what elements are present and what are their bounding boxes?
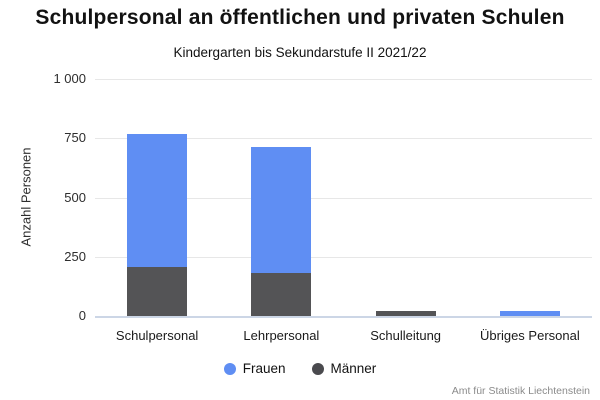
source-credit: Amt für Statistik Liechtenstein	[451, 385, 590, 397]
x-axis-line	[95, 316, 592, 318]
legend-item-maenner: Männer	[311, 361, 377, 376]
x-axis-label-uebriges-personal: Übriges Personal	[480, 328, 580, 343]
y-tick-label: 750	[64, 130, 86, 146]
maenner-color-dot-icon	[311, 362, 324, 375]
bar-segment-frauen-uebriges-personal	[499, 311, 560, 316]
y-tick-label: 1 000	[53, 71, 86, 86]
bar-segment-maenner-schulleitung	[375, 311, 436, 316]
bar-segment-maenner-schulpersonal	[127, 267, 188, 316]
legend-item-frauen: Frauen	[223, 361, 286, 376]
x-axis-label-schulleitung: Schulleitung	[370, 328, 442, 343]
legend-label-frauen: Frauen	[242, 361, 286, 376]
legend-label-maenner: Männer	[330, 361, 377, 376]
bar-segment-frauen-lehrpersonal	[251, 146, 312, 274]
x-axis-label-lehrpersonal: Lehrpersonal	[243, 328, 320, 343]
chart-title: Schulpersonal an öffentlichen und privat…	[35, 6, 565, 29]
gridline	[95, 256, 592, 258]
bar-segment-maenner-lehrpersonal	[251, 273, 312, 316]
gridline	[95, 197, 592, 199]
y-tick-label: 250	[64, 248, 86, 264]
chart-subtitle: Kindergarten bis Sekundarstufe II 2021/2…	[173, 45, 427, 60]
x-axis-label-schulpersonal: Schulpersonal	[115, 328, 199, 343]
frauen-color-dot-icon	[223, 362, 236, 375]
y-tick-label: 0	[78, 308, 86, 323]
bar-segment-frauen-schulpersonal	[127, 133, 188, 268]
y-tick-label: 500	[64, 189, 86, 205]
gridline	[95, 79, 592, 80]
gridline	[95, 138, 592, 140]
legend: Frauen Männer	[0, 361, 600, 376]
